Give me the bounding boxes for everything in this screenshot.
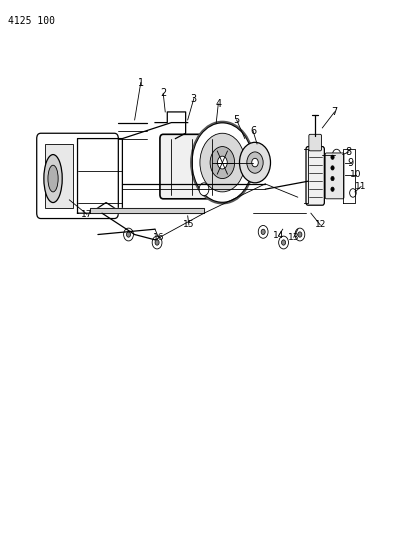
Circle shape xyxy=(331,187,334,191)
Text: 13: 13 xyxy=(288,233,299,241)
Circle shape xyxy=(247,152,263,173)
Circle shape xyxy=(192,123,253,203)
Text: 6: 6 xyxy=(250,126,256,135)
Circle shape xyxy=(279,236,288,249)
Circle shape xyxy=(331,166,334,170)
Text: 2: 2 xyxy=(160,88,166,98)
Circle shape xyxy=(295,228,305,241)
Ellipse shape xyxy=(48,165,58,192)
Text: 17: 17 xyxy=(81,210,93,219)
Text: 8: 8 xyxy=(346,147,352,157)
Circle shape xyxy=(210,147,235,179)
Text: 3: 3 xyxy=(191,94,197,103)
FancyBboxPatch shape xyxy=(325,153,344,199)
Circle shape xyxy=(239,142,271,183)
Circle shape xyxy=(282,240,286,245)
Circle shape xyxy=(331,176,334,181)
FancyBboxPatch shape xyxy=(37,133,118,219)
Circle shape xyxy=(200,133,245,192)
Circle shape xyxy=(155,240,159,245)
Text: 5: 5 xyxy=(233,115,240,125)
Text: 11: 11 xyxy=(355,182,367,191)
Circle shape xyxy=(331,155,334,159)
Text: 7: 7 xyxy=(331,107,338,117)
Circle shape xyxy=(350,189,356,197)
Text: 1: 1 xyxy=(137,78,144,87)
Circle shape xyxy=(298,232,302,237)
Circle shape xyxy=(199,183,209,196)
Circle shape xyxy=(261,229,265,235)
Text: 10: 10 xyxy=(350,171,362,179)
Text: 16: 16 xyxy=(153,233,164,241)
Bar xyxy=(45,144,73,208)
Text: 14: 14 xyxy=(273,231,284,240)
Text: 12: 12 xyxy=(315,221,326,229)
Circle shape xyxy=(252,158,258,167)
Circle shape xyxy=(258,225,268,238)
Circle shape xyxy=(126,232,131,237)
Circle shape xyxy=(124,228,133,241)
Text: 15: 15 xyxy=(183,221,195,229)
FancyBboxPatch shape xyxy=(160,134,220,199)
FancyBboxPatch shape xyxy=(306,147,324,205)
Circle shape xyxy=(333,149,341,160)
Ellipse shape xyxy=(44,155,62,203)
Polygon shape xyxy=(90,208,204,213)
Circle shape xyxy=(217,156,227,169)
Circle shape xyxy=(152,236,162,249)
Text: 4: 4 xyxy=(215,99,222,109)
Text: 4125 100: 4125 100 xyxy=(8,16,55,26)
FancyBboxPatch shape xyxy=(309,134,322,151)
Text: 9: 9 xyxy=(348,158,354,167)
